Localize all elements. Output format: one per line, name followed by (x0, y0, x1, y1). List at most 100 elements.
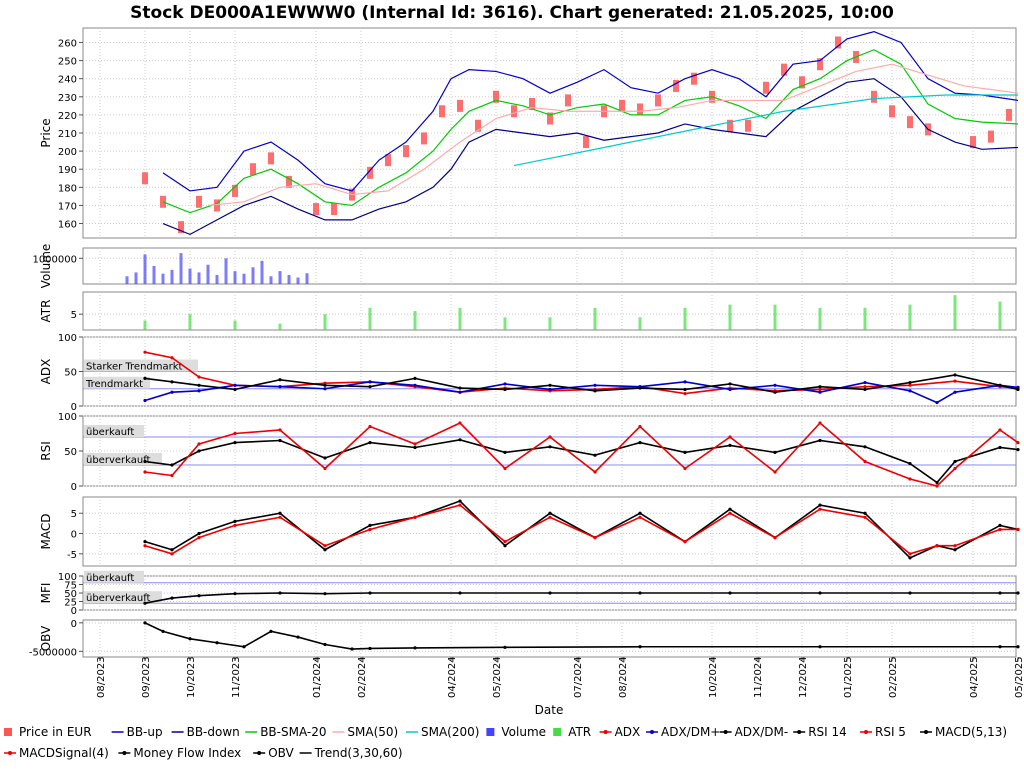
panel-frame (83, 248, 1016, 284)
price-bar (457, 100, 463, 112)
series-point (323, 467, 326, 470)
series-point (773, 451, 776, 454)
price-bar (655, 94, 661, 106)
series-point (908, 384, 911, 387)
series-point (323, 456, 326, 459)
series-point (935, 484, 938, 487)
series-point (818, 385, 821, 388)
series-point (323, 643, 326, 646)
series-point (728, 388, 731, 391)
legend-marker (650, 730, 654, 734)
bar-mark (774, 305, 777, 330)
x-tick-label: 02/2025 (888, 656, 899, 698)
x-axis-label: Date (535, 703, 564, 717)
y-axis-label: ADX (39, 359, 53, 385)
y-axis-label: MACD (39, 514, 53, 550)
series-point (1016, 528, 1019, 531)
legend-label: OBV (268, 746, 294, 760)
y-tick-label: 210 (58, 129, 77, 140)
series-point (215, 641, 218, 644)
series-point (143, 460, 146, 463)
x-tick-label: 10/2023 (186, 656, 197, 698)
legend-item: BB-up (112, 725, 163, 739)
panel-macd: -505MACD (39, 497, 1020, 566)
series-point (170, 548, 173, 551)
bar-mark (684, 308, 687, 330)
series-point (143, 602, 146, 605)
series-point (818, 421, 821, 424)
series-point (458, 499, 461, 502)
series-point (503, 388, 506, 391)
legend-item: MACDSignal(4) (4, 746, 109, 760)
series-point (188, 637, 191, 640)
price-bar (988, 131, 994, 143)
bar-mark (864, 308, 867, 330)
bar-mark (144, 321, 147, 331)
legend-marker (924, 730, 928, 734)
series-point (1016, 441, 1019, 444)
bar-mark (261, 261, 264, 284)
y-axis-label: Price (39, 118, 53, 147)
series-point (638, 512, 641, 515)
y-tick-label: -5 (67, 550, 77, 561)
series-point (818, 504, 821, 507)
series-point (368, 425, 371, 428)
y-tick-label: 200 (58, 147, 77, 158)
legend-marker (122, 751, 126, 755)
bar-mark (243, 274, 246, 284)
series-point (953, 460, 956, 463)
series-point (818, 391, 821, 394)
series-point (323, 384, 326, 387)
series-point (368, 647, 371, 650)
series-point (773, 470, 776, 473)
price-bar (403, 145, 409, 157)
legend-label: Trend(3,30,60) (314, 746, 403, 760)
legend-item: SMA(200) (406, 725, 479, 739)
series-point (728, 444, 731, 447)
legend-swatch (486, 728, 494, 736)
y-tick-label: 230 (58, 93, 77, 104)
series-point (953, 544, 956, 547)
series-point (170, 597, 173, 600)
series-point (908, 591, 911, 594)
series-point (818, 508, 821, 511)
series-point (818, 645, 821, 648)
series-point (863, 445, 866, 448)
price-bar (1006, 109, 1012, 121)
series-point (863, 388, 866, 391)
bar-mark (729, 305, 732, 330)
series-point (458, 386, 461, 389)
series-point (863, 512, 866, 515)
series-point (233, 388, 236, 391)
series-point (278, 591, 281, 594)
bar-mark (369, 308, 372, 330)
series-point (197, 594, 200, 597)
annotation-label: Trendmarkt (85, 379, 143, 390)
legend-item: Money Flow Index (118, 746, 241, 760)
price-bar (511, 105, 517, 117)
series-point (728, 435, 731, 438)
price-bar (268, 152, 274, 164)
series-point (233, 520, 236, 523)
series-point (458, 421, 461, 424)
series-point (863, 381, 866, 384)
series-point (998, 591, 1001, 594)
y-tick-label: 260 (58, 38, 77, 49)
price-bar (439, 105, 445, 117)
series-point (998, 645, 1001, 648)
series-point (728, 591, 731, 594)
legend-label: BB-SMA-20 (260, 725, 326, 739)
bar-mark (594, 308, 597, 330)
price-bar (250, 163, 256, 175)
series-point (233, 432, 236, 435)
series-point (197, 532, 200, 535)
bar-mark (144, 254, 147, 284)
series-point (953, 373, 956, 376)
series-point (170, 356, 173, 359)
legend-item: ADX/DM+ (646, 725, 720, 739)
series-point (143, 399, 146, 402)
bar-mark (504, 317, 507, 330)
legend-label: ATR (568, 725, 591, 739)
series-point (593, 384, 596, 387)
